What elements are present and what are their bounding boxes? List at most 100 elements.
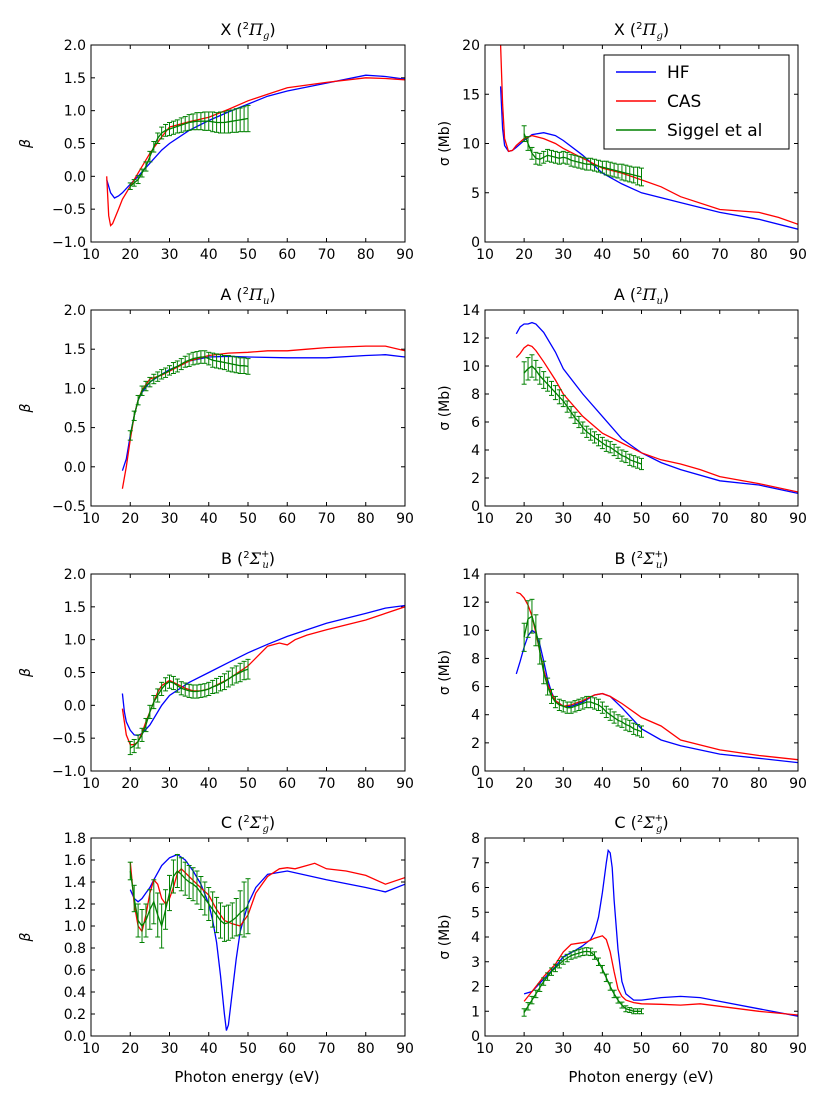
- chart-panel-B-beta: B (2Σ+ u) 10 20 30 40 50 60 70 80 90 −1.0 −0.5 0.0 0.5…: [18, 549, 414, 792]
- y-tick-label: 15: [462, 87, 480, 103]
- x-tick-label: 80: [750, 776, 768, 792]
- plot-frame: [484, 44, 799, 243]
- x-tick-label: 10: [476, 1041, 494, 1057]
- x-tick-label: 10: [476, 511, 494, 527]
- x-tick-label: 50: [239, 1041, 257, 1057]
- y-tick-label: 20: [462, 38, 480, 54]
- series-line-siggel: [523, 365, 642, 465]
- legend: HF CAS Siggel et al: [603, 54, 790, 150]
- y-axis-label: σ (Mb): [437, 650, 453, 695]
- series-line-hf: [515, 321, 798, 495]
- y-tick-label: 5: [471, 905, 480, 921]
- x-tick-label: 40: [200, 776, 218, 792]
- y-tick-label: 7: [471, 856, 480, 872]
- series-line-siggel: [523, 615, 642, 733]
- x-tick-label: 70: [711, 511, 729, 527]
- x-tick-label: 20: [121, 776, 139, 792]
- series-line-cas: [499, 45, 798, 225]
- series-group: [121, 345, 405, 489]
- series-line-hf: [523, 848, 798, 1017]
- x-tick-label: 40: [200, 1041, 218, 1057]
- x-tick-label: 60: [672, 511, 690, 527]
- x-tick-label: 90: [789, 247, 807, 263]
- x-axis-label-left: Photon energy (eV): [174, 1068, 319, 1086]
- series-line-hf: [129, 853, 405, 1031]
- chart-panel-X-beta: X (2Πg) 10 20 30 40 50 60 70 80 90 −1.0 −0.5 0.0 0.5 1…: [18, 20, 414, 263]
- y-tick-label: 14: [462, 567, 480, 583]
- x-tick-label: 50: [633, 511, 651, 527]
- x-tick-label: 20: [121, 247, 139, 263]
- series-group: [515, 321, 798, 495]
- x-tick-label: 90: [396, 247, 414, 263]
- x-tick-label: 70: [711, 247, 729, 263]
- y-tick-label: 1.5: [64, 600, 86, 616]
- x-tick-label: 50: [239, 247, 257, 263]
- x-tick-label: 90: [789, 511, 807, 527]
- y-tick-label: 6: [471, 415, 480, 431]
- panel-title: A (2Πu): [614, 285, 669, 307]
- x-tick-label: 10: [476, 776, 494, 792]
- y-axis-label: β: [18, 139, 34, 149]
- y-tick-label: 0.4: [64, 985, 86, 1001]
- y-tick-label: 0.5: [64, 421, 86, 437]
- chart-panel-C-sigma: C (2Σ+ g) 10 20 30 40 50 60 70 80 90 0 1 2 3 4 5 6 7 8 σ (Mb…: [437, 813, 807, 1057]
- series-line-cas: [516, 591, 798, 761]
- x-tick-label: 60: [278, 247, 296, 263]
- plot-frame: [90, 309, 406, 507]
- x-tick-label: 70: [318, 776, 336, 792]
- series-line-cas: [515, 344, 798, 493]
- x-tick-label: 80: [357, 776, 375, 792]
- y-tick-label: 1.0: [64, 919, 86, 935]
- legend-label-cas: CAS: [667, 92, 701, 112]
- series-line-siggel: [130, 668, 249, 749]
- x-tick-label: 20: [515, 1041, 533, 1057]
- x-tick-label: 80: [750, 511, 768, 527]
- x-tick-label: 10: [82, 1041, 100, 1057]
- x-tick-label: 90: [396, 1041, 414, 1057]
- y-tick-label: 0.0: [64, 698, 86, 714]
- y-tick-label: 0: [471, 235, 480, 251]
- y-tick-label: 0.6: [64, 963, 86, 979]
- x-tick-label: 70: [711, 776, 729, 792]
- y-tick-label: 1.0: [64, 381, 86, 397]
- y-axis-label: σ (Mb): [437, 121, 453, 166]
- y-tick-label: 4: [471, 708, 480, 724]
- y-tick-label: 1.6: [64, 853, 86, 869]
- x-tick-label: 50: [239, 776, 257, 792]
- x-tick-label: 20: [121, 1041, 139, 1057]
- panel-title: X (2Πg): [614, 20, 669, 42]
- chart-panel-C-beta: C (2Σ+ g) 10 20 30 40 50 60 70 80 90 0.0 0.2 0.4 0.6 0.…: [18, 813, 414, 1057]
- y-tick-label: 2.0: [64, 38, 86, 54]
- x-tick-label: 70: [318, 511, 336, 527]
- x-axis-label-right: Photon energy (eV): [568, 1068, 713, 1086]
- panel-title: C (2Σ+ g): [221, 813, 275, 835]
- plot-frame: [90, 837, 406, 1037]
- x-tick-label: 70: [711, 1041, 729, 1057]
- x-tick-label: 30: [161, 1041, 179, 1057]
- series-line-hf: [121, 354, 405, 471]
- y-tick-label: 12: [462, 595, 480, 611]
- y-tick-label: 0: [471, 1029, 480, 1045]
- legend-label-siggel: Siggel et al: [667, 121, 762, 141]
- y-tick-label: 2: [471, 736, 480, 752]
- y-tick-label: −0.5: [52, 731, 86, 747]
- chart-panel-A-sigma: A (2Πu) 10 20 30 40 50 60 70 80 90 0 2 4 6 8 10 12 14 σ (M…: [437, 285, 807, 527]
- y-tick-label: 0.5: [64, 666, 86, 682]
- series-group: [106, 74, 405, 227]
- y-tick-label: 5: [471, 186, 480, 202]
- series-line-siggel: [129, 117, 249, 187]
- series-group: [515, 591, 798, 764]
- x-tick-label: 30: [161, 511, 179, 527]
- y-tick-label: −1.0: [52, 235, 86, 251]
- plot-frame: [90, 44, 406, 243]
- x-tick-label: 20: [121, 511, 139, 527]
- y-tick-label: 1.0: [64, 104, 86, 120]
- plot-frame: [484, 309, 799, 507]
- y-tick-label: 14: [462, 303, 480, 319]
- y-tick-label: 8: [471, 651, 480, 667]
- y-tick-label: 2.0: [64, 303, 86, 319]
- x-tick-label: 90: [396, 511, 414, 527]
- series-group: [499, 45, 798, 230]
- y-tick-label: 6: [471, 680, 480, 696]
